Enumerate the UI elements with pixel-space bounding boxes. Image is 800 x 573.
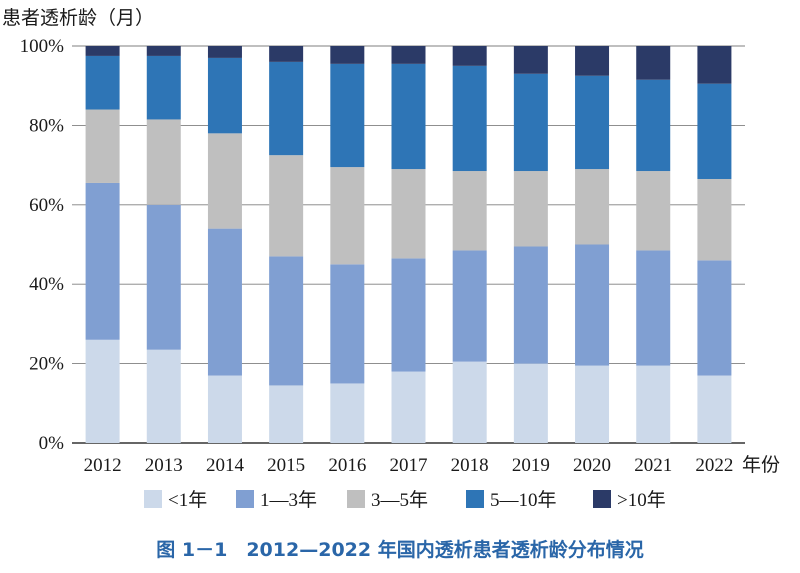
x-tick-label: 2022 — [695, 455, 733, 476]
bar-segment — [269, 385, 304, 443]
bar-segment — [391, 46, 426, 64]
x-axis-title: 年份 — [742, 454, 780, 476]
bar-segment — [697, 83, 732, 179]
bar-segment — [575, 169, 610, 245]
bar-segment — [207, 57, 242, 134]
bar-segment — [391, 63, 426, 170]
bar-segment — [575, 365, 610, 443]
figure-caption: 图 1－1 2012—2022 年国内透析患者透析龄分布情况 — [156, 538, 643, 561]
bar-segment — [391, 371, 426, 443]
legend-swatch — [236, 490, 254, 508]
bar-segment — [207, 133, 242, 229]
bar-segment — [697, 375, 732, 443]
y-tick-label: 20% — [29, 354, 64, 375]
legend-label: <1年 — [168, 489, 207, 511]
bar-segment — [513, 363, 548, 443]
bar-segment — [636, 79, 671, 172]
bar-segment — [207, 46, 242, 58]
bar-segment — [391, 258, 426, 372]
bar-segment — [146, 204, 181, 350]
x-tick-label: 2014 — [206, 455, 245, 476]
bar-segment — [452, 46, 487, 66]
bar-segment — [146, 46, 181, 56]
y-tick-label: 40% — [29, 274, 64, 295]
bar-segment — [575, 244, 610, 366]
bar-segment — [207, 375, 242, 443]
bar-segment — [636, 365, 671, 443]
y-tick-labels: 0% 20% 40% 60% 80% 100% — [20, 36, 65, 454]
y-tick-label: 0% — [39, 433, 65, 454]
bar-segment — [452, 171, 487, 251]
x-tick-label: 2018 — [451, 455, 489, 476]
x-tick-labels: 2012 2013 2014 2015 2016 2017 2018 2019 2020 2021… — [84, 455, 734, 476]
bar-segment — [330, 383, 365, 443]
x-tick-label: 2020 — [573, 455, 611, 476]
bar-segment — [269, 155, 304, 257]
legend-swatch — [347, 490, 365, 508]
bar-segment — [330, 264, 365, 384]
bar-segment — [269, 256, 304, 386]
bar-segment — [636, 250, 671, 366]
bar-segment — [697, 46, 732, 84]
bar-segment — [452, 361, 487, 443]
legend-item: 3—5年 — [347, 489, 428, 511]
y-tick-label: 100% — [20, 36, 65, 57]
bar-segment — [85, 46, 120, 56]
legend-swatch — [144, 490, 162, 508]
bar-segment — [513, 246, 548, 364]
bar-segment — [146, 119, 181, 205]
x-tick-label: 2017 — [390, 455, 428, 476]
legend-item: <1年 — [144, 489, 207, 511]
bar-segment — [146, 55, 181, 120]
bars — [85, 46, 732, 443]
x-tick-label: 2019 — [512, 455, 550, 476]
legend-item: 1—3年 — [236, 489, 317, 511]
bar-segment — [513, 46, 548, 74]
legend-label: 5—10年 — [490, 489, 557, 511]
bar-segment — [146, 349, 181, 443]
bar-segment — [85, 109, 120, 183]
bar-segment — [391, 169, 426, 259]
bar-segment — [697, 260, 732, 376]
bar-segment — [575, 46, 610, 76]
bar-segment — [513, 171, 548, 247]
legend: <1年 1—3年 3—5年 5—10年 >10年 — [144, 489, 666, 511]
bar-segment — [207, 228, 242, 376]
y-tick-label: 60% — [29, 195, 64, 216]
bar-segment — [85, 182, 120, 340]
legend-swatch — [466, 490, 484, 508]
bar-segment — [269, 46, 304, 62]
bar-segment — [513, 73, 548, 172]
x-tick-label: 2015 — [267, 455, 305, 476]
bar-segment — [330, 46, 365, 64]
bar-segment — [636, 171, 671, 251]
y-axis-title: 患者透析龄（月） — [2, 7, 154, 29]
x-tick-label: 2021 — [634, 455, 672, 476]
x-tick-label: 2016 — [328, 455, 366, 476]
bar-segment — [330, 63, 365, 168]
bar-segment — [697, 178, 732, 261]
bar-segment — [452, 250, 487, 362]
x-tick-label: 2013 — [145, 455, 183, 476]
bar-segment — [85, 339, 120, 443]
bar-segment — [452, 65, 487, 172]
bar-segment — [269, 61, 304, 156]
bar-segment — [330, 167, 365, 265]
y-tick-label: 80% — [29, 115, 64, 136]
legend-label: 1—3年 — [260, 489, 317, 511]
legend-item: 5—10年 — [466, 489, 557, 511]
legend-item: >10年 — [593, 489, 666, 511]
x-tick-label: 2012 — [84, 455, 122, 476]
bar-segment — [85, 55, 120, 110]
bar-segment — [575, 75, 610, 170]
legend-label: 3—5年 — [371, 489, 428, 511]
legend-swatch — [593, 490, 611, 508]
legend-label: >10年 — [617, 489, 666, 511]
bar-segment — [636, 46, 671, 80]
